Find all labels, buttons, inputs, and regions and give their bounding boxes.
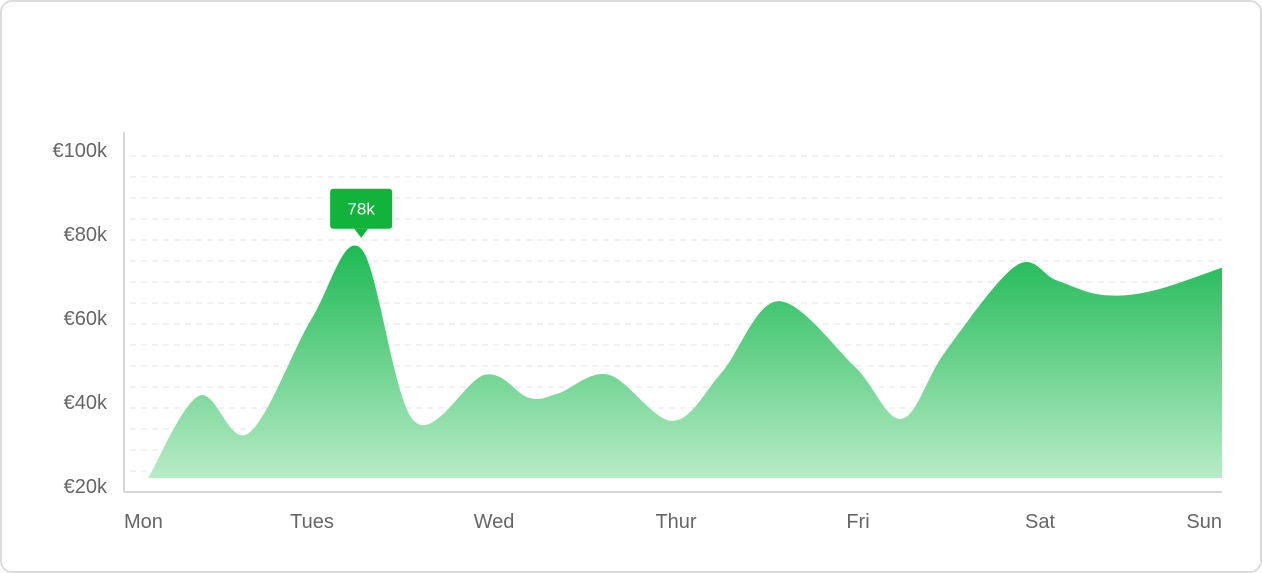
x-tick-label: Tues (290, 511, 334, 533)
y-tick-label: €80k (64, 224, 108, 246)
y-tick-label: €60k (64, 308, 108, 330)
x-tick-label: Thur (655, 511, 696, 533)
tooltip-pointer (354, 228, 369, 238)
x-tick-label: Sun (1186, 511, 1222, 533)
x-tick-label: Wed (474, 511, 515, 533)
area-series (148, 245, 1223, 478)
annotations: 78k (330, 188, 393, 238)
x-tick-label: Fri (846, 511, 869, 533)
x-tick-label: Sat (1025, 511, 1055, 533)
tooltip-box (330, 188, 393, 229)
y-axis-labels: €20k €40k €60k €80k €100k (53, 140, 108, 498)
area-series-fill[interactable] (148, 245, 1223, 478)
y-tick-label: €20k (64, 476, 108, 498)
axes (123, 132, 1222, 493)
tooltip: 78k (330, 188, 393, 238)
x-tick-label: Mon (124, 511, 163, 533)
y-tick-label: €40k (64, 392, 108, 414)
x-axis-labels: Mon Tues Wed Thur Fri Sat Sun (124, 511, 1222, 533)
y-tick-label: €100k (53, 140, 108, 162)
tooltip-label: 78k (347, 200, 375, 219)
